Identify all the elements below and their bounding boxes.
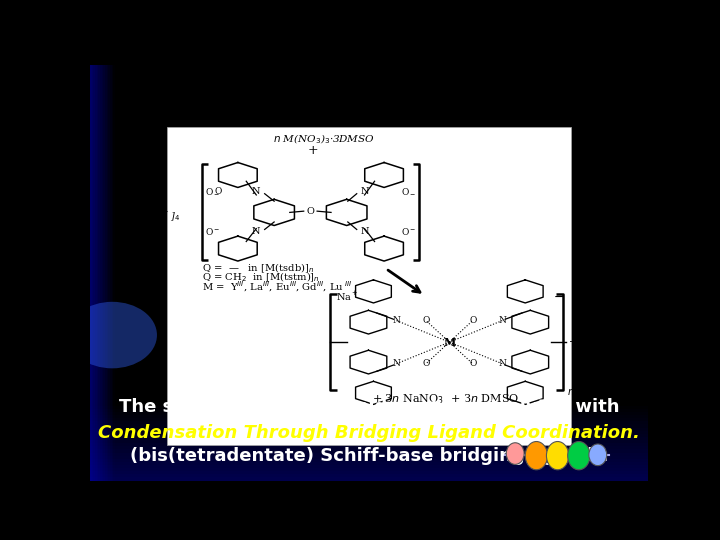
Text: O: O [469,316,477,325]
Text: +: + [308,144,318,157]
Bar [90,462,648,465]
Bar [107,65,109,481]
Bar [90,437,648,440]
Bar [109,65,110,481]
Circle shape [68,302,157,368]
Bar [90,434,648,437]
Text: M: M [444,336,456,348]
Text: N: N [392,359,400,368]
Text: N: N [252,187,261,196]
Bar [104,65,105,481]
Bar [90,474,648,477]
Bar [110,65,112,481]
Text: N: N [360,227,369,237]
Ellipse shape [567,442,590,470]
Text: N: N [498,359,506,368]
Text: O$_-$: O$_-$ [204,186,220,195]
Ellipse shape [506,443,524,464]
Text: N: N [360,187,369,196]
Text: $n$ M(NO$_3$)$_3$$\cdot$3DMSO: $n$ M(NO$_3$)$_3$$\cdot$3DMSO [274,133,375,146]
Text: Condensation Through Bridging Ligand Coordination.: Condensation Through Bridging Ligand Coo… [98,424,640,442]
Bar [90,412,648,415]
Text: Na$^+$: Na$^+$ [336,291,358,303]
Text: $+$ 3$n$ NaNO$_3$  $+$ 3$n$ DMSO: $+$ 3$n$ NaNO$_3$ $+$ 3$n$ DMSO [372,392,520,406]
Text: O$_-$: O$_-$ [401,186,416,195]
Text: O$^-$: O$^-$ [401,226,416,237]
Bar [90,468,648,471]
Bar [90,428,648,431]
Bar [90,418,648,421]
Text: O: O [422,359,430,368]
Bar [90,440,648,443]
Bar [90,456,648,459]
Text: N: N [392,316,400,325]
Text: O: O [215,187,222,196]
Bar [114,65,115,481]
Text: Q =  —   in [M(tsdb)]$_n$: Q = — in [M(tsdb)]$_n$ [202,262,314,275]
Bar [112,65,114,481]
Bar [90,453,648,456]
Text: M =  Y$^{III}$, La$^{III}$, Eu$^{III}$, Gd$^{III}$, Lu$^{\ III}$: M = Y$^{III}$, La$^{III}$, Eu$^{III}$, G… [202,280,352,294]
Bar [90,459,648,462]
Bar [94,65,95,481]
Text: $n$ [Na$^+$]$_4$: $n$ [Na$^+$]$_4$ [135,208,181,222]
Bar [90,443,648,446]
Text: (bis(tetradentate) Schiff-base bridging ligand).: (bis(tetradentate) Schiff-base bridging … [130,448,608,465]
Text: N: N [498,316,506,325]
Text: O$^-$: O$^-$ [204,226,220,237]
Text: $-$: $-$ [553,291,564,303]
Bar [90,477,648,481]
Bar [90,65,91,481]
Bar [95,65,96,481]
Text: N: N [252,227,261,237]
Text: $n$: $n$ [567,388,575,397]
Text: O: O [469,359,477,368]
Text: The synthesis of lanthanide polyelectrolytes with: The synthesis of lanthanide polyelectrol… [119,397,619,416]
Bar [90,421,648,424]
Bar [90,406,648,409]
Bar [91,65,94,481]
Ellipse shape [526,442,548,470]
Bar [90,471,648,474]
FancyBboxPatch shape [167,127,571,446]
Bar [90,415,648,418]
Ellipse shape [546,442,569,470]
Ellipse shape [589,444,607,465]
Text: Q = CH$_2$  in [M(tstm)]$_n$: Q = CH$_2$ in [M(tstm)]$_n$ [202,271,320,285]
Bar [96,65,99,481]
Text: $-$Q$-$: $-$Q$-$ [567,336,593,348]
Bar [102,65,104,481]
Bar [105,65,107,481]
Bar [90,424,648,428]
Bar [90,431,648,434]
Bar [90,446,648,449]
Bar [100,65,102,481]
Text: O: O [307,207,315,215]
Bar [90,403,648,406]
Bar [90,409,648,412]
Text: O: O [422,316,430,325]
Bar [90,449,648,453]
Bar [90,465,648,468]
Bar [99,65,100,481]
